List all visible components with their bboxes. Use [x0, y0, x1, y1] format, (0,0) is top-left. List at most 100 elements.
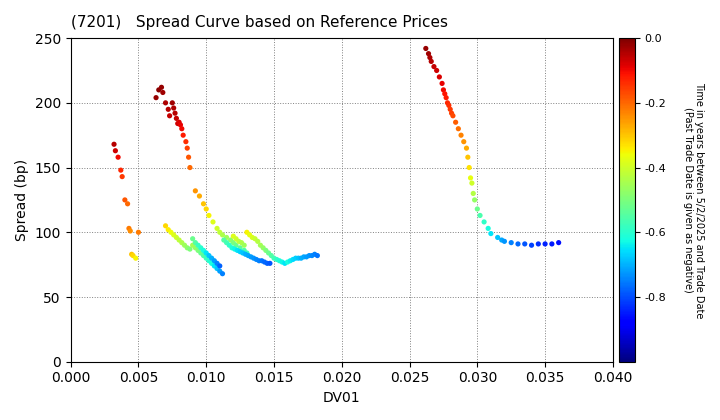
- Point: [492, 234, 503, 241]
- Point: [122, 200, 133, 207]
- Point: [187, 242, 199, 249]
- Point: [261, 260, 273, 267]
- Point: [115, 167, 127, 173]
- Point: [295, 255, 307, 262]
- Point: [214, 262, 225, 269]
- Point: [203, 257, 215, 264]
- Point: [117, 173, 128, 180]
- Point: [260, 247, 271, 254]
- Point: [168, 105, 179, 111]
- Point: [464, 164, 475, 171]
- Point: [284, 257, 296, 264]
- Point: [125, 228, 136, 234]
- Point: [175, 121, 186, 128]
- Point: [303, 252, 315, 259]
- Point: [248, 255, 259, 262]
- Point: [217, 270, 228, 277]
- Point: [171, 115, 182, 122]
- Point: [233, 238, 245, 245]
- Point: [211, 225, 222, 232]
- Point: [112, 154, 124, 160]
- Point: [232, 247, 243, 254]
- Point: [153, 87, 165, 93]
- Point: [505, 239, 517, 246]
- Point: [221, 234, 233, 241]
- Point: [235, 239, 247, 246]
- Point: [309, 251, 320, 257]
- Point: [266, 252, 277, 259]
- Point: [189, 187, 201, 194]
- Point: [433, 74, 445, 80]
- Point: [246, 234, 258, 241]
- Point: [428, 63, 440, 70]
- Point: [312, 252, 323, 259]
- Point: [482, 225, 494, 232]
- Point: [431, 67, 442, 74]
- Point: [238, 242, 250, 249]
- Point: [108, 141, 120, 147]
- Point: [198, 200, 210, 207]
- Point: [126, 251, 138, 257]
- Text: (7201)   Spread Curve based on Reference Prices: (7201) Spread Curve based on Reference P…: [71, 15, 448, 30]
- Point: [485, 230, 497, 237]
- Point: [160, 223, 171, 229]
- Point: [240, 251, 251, 257]
- Y-axis label: Spread (bp): Spread (bp): [15, 159, 29, 241]
- Point: [206, 260, 217, 267]
- Point: [127, 252, 139, 259]
- Point: [301, 254, 312, 260]
- Point: [512, 241, 523, 247]
- Point: [444, 106, 456, 113]
- Point: [274, 257, 285, 264]
- Point: [453, 125, 464, 132]
- Point: [229, 246, 240, 252]
- Point: [519, 241, 531, 247]
- Point: [225, 237, 236, 244]
- Point: [237, 249, 248, 256]
- Point: [163, 106, 174, 113]
- Point: [179, 242, 190, 249]
- Point: [166, 100, 178, 106]
- Point: [279, 260, 291, 267]
- Point: [119, 197, 130, 203]
- Point: [203, 252, 215, 259]
- Point: [198, 247, 210, 254]
- Point: [192, 242, 204, 249]
- Point: [217, 231, 228, 238]
- Point: [258, 259, 270, 265]
- Point: [156, 84, 167, 91]
- Point: [171, 234, 182, 241]
- Y-axis label: Time in years between 5/2/2025 and Trade Date
(Past Trade Date is given as negat: Time in years between 5/2/2025 and Trade…: [683, 82, 704, 318]
- Point: [214, 229, 225, 236]
- Point: [192, 247, 204, 254]
- Point: [455, 132, 467, 139]
- Point: [174, 119, 185, 126]
- Point: [553, 239, 564, 246]
- Point: [234, 248, 246, 255]
- Point: [234, 244, 246, 251]
- Point: [290, 255, 302, 262]
- Point: [123, 225, 135, 232]
- Point: [168, 231, 179, 238]
- Point: [526, 242, 537, 249]
- Point: [442, 100, 454, 106]
- Point: [496, 237, 508, 244]
- Point: [195, 249, 207, 256]
- Point: [130, 255, 141, 262]
- Point: [169, 110, 181, 116]
- Point: [466, 180, 477, 186]
- Point: [181, 145, 193, 152]
- Point: [241, 249, 253, 256]
- Point: [209, 257, 220, 264]
- Point: [184, 246, 196, 252]
- Point: [257, 244, 269, 251]
- Point: [132, 229, 144, 236]
- Point: [253, 257, 265, 264]
- Point: [198, 252, 210, 259]
- Point: [203, 212, 215, 219]
- Point: [165, 229, 176, 236]
- Point: [172, 120, 184, 127]
- Point: [230, 242, 242, 249]
- Point: [187, 235, 199, 242]
- Point: [465, 175, 477, 181]
